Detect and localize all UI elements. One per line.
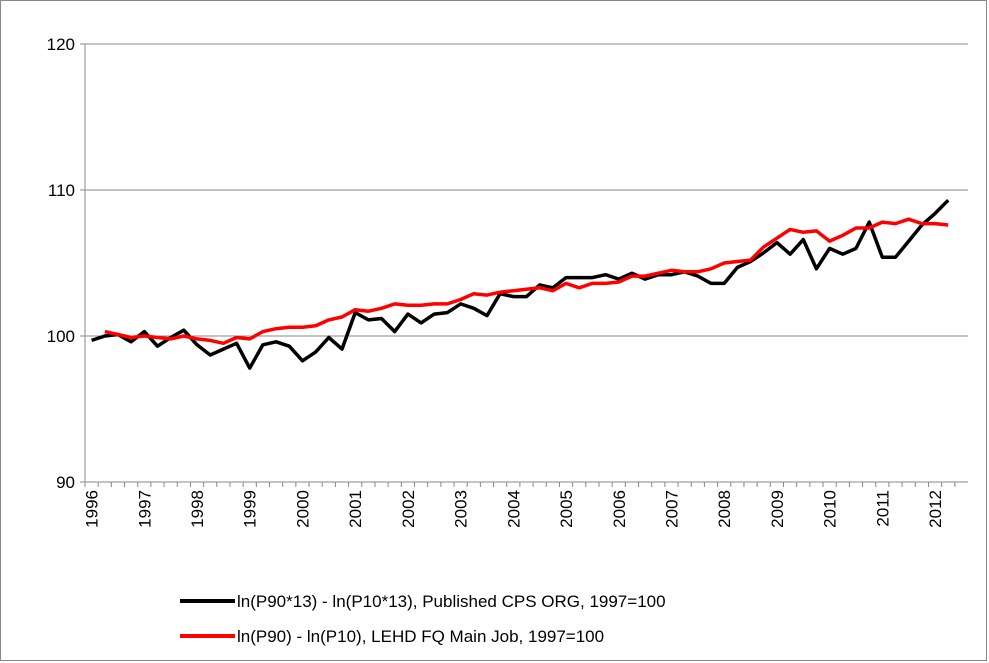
x-tick-label: 2009 (768, 490, 787, 528)
x-tick-label: 2002 (399, 490, 418, 528)
legend-label: ln(P90*13) - ln(P10*13), Published CPS O… (237, 592, 666, 611)
x-tick-label: 1998 (188, 490, 207, 528)
y-tick-label: 90 (56, 473, 75, 492)
y-tick-label: 120 (47, 35, 75, 54)
x-tick-label: 2008 (715, 490, 734, 528)
x-tick-label: 2012 (926, 490, 945, 528)
x-tick-label: 1999 (241, 490, 260, 528)
legend-label: ln(P90) - ln(P10), LEHD FQ Main Job, 199… (237, 627, 604, 646)
x-tick-label: 2000 (293, 490, 312, 528)
x-tick-label: 2005 (557, 490, 576, 528)
x-tick-label: 2010 (821, 490, 840, 528)
x-tick-label: 2001 (346, 490, 365, 528)
x-tick-label: 1997 (135, 490, 154, 528)
y-tick-label: 100 (47, 327, 75, 346)
x-tick-label: 2007 (662, 490, 681, 528)
x-tick-label: 2006 (610, 490, 629, 528)
series-line (91, 198, 950, 370)
y-tick-label: 110 (48, 181, 75, 200)
x-tick-label: 2004 (504, 490, 523, 528)
series-line (104, 217, 949, 346)
x-tick-label: 2011 (873, 490, 892, 527)
x-tick-label: 2003 (452, 490, 471, 528)
x-tick-label: 1996 (83, 490, 102, 528)
